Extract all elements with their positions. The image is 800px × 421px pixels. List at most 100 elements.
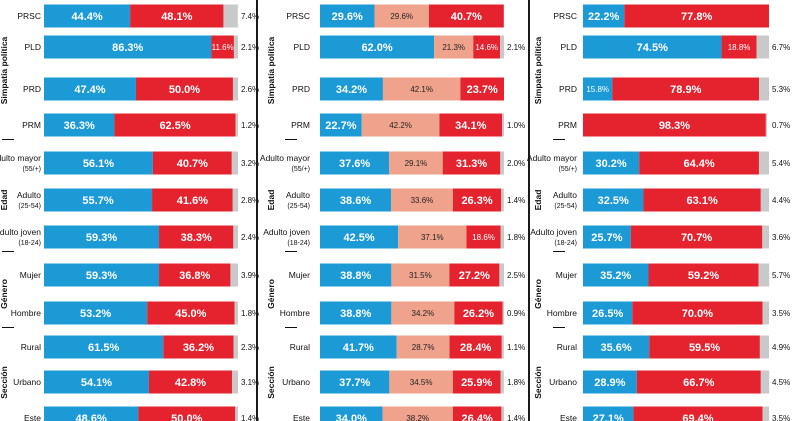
group-title: Sección xyxy=(0,366,9,399)
bar-segment xyxy=(449,263,500,287)
data-label: 3.5% xyxy=(772,414,790,421)
bar-segment xyxy=(114,113,236,137)
data-label: 1.8% xyxy=(507,378,525,387)
bar-segment xyxy=(648,263,759,287)
data-label: 1.1% xyxy=(507,343,525,352)
data-label: 59.2% xyxy=(688,270,719,282)
bar-segment xyxy=(44,225,160,249)
bar-segment xyxy=(44,188,153,212)
data-label: 50.0% xyxy=(171,413,202,421)
bar-segment xyxy=(434,35,474,59)
row-label: Adulto mayor xyxy=(527,153,577,163)
bar-segment xyxy=(320,263,392,287)
bar-segment xyxy=(138,406,236,421)
bar-segment xyxy=(762,301,769,325)
bar-segment xyxy=(130,4,224,28)
row-label: PRSC xyxy=(17,11,41,21)
row-label: Hombre xyxy=(280,308,311,318)
row-label-sub: (25-54) xyxy=(287,203,310,210)
row-label: Este xyxy=(293,413,310,421)
row-label: Adulto joven xyxy=(530,227,577,237)
data-label: 2.1% xyxy=(241,43,259,52)
bar-segment xyxy=(44,335,164,359)
data-label: 36.2% xyxy=(183,342,214,354)
bar-segment xyxy=(320,4,375,28)
bar-segment xyxy=(159,263,231,287)
bar-segment xyxy=(758,151,769,175)
bar-segment xyxy=(44,113,115,137)
data-label: 37.7% xyxy=(339,377,370,389)
bar-segment xyxy=(721,35,757,59)
bar-segment xyxy=(320,335,397,359)
bar-segment xyxy=(135,77,233,101)
data-label: 2.3% xyxy=(241,343,259,352)
data-label: 4.4% xyxy=(772,196,790,205)
data-label: 38.8% xyxy=(340,270,371,282)
data-label: 34.1% xyxy=(455,120,486,132)
row-label: Urbano xyxy=(549,377,577,387)
bar-segment xyxy=(389,370,453,394)
bar-segment xyxy=(760,370,770,394)
bar-segment xyxy=(624,4,769,28)
row-label-sub: (55/+) xyxy=(559,166,577,173)
data-label: 27.2% xyxy=(459,270,490,282)
bar-segment xyxy=(320,113,362,137)
data-label: 47.4% xyxy=(74,84,105,96)
bar-segment xyxy=(643,188,761,212)
data-label: 1.0% xyxy=(507,121,525,130)
data-label: 28.4% xyxy=(460,342,491,354)
row-label-sub: (55/+) xyxy=(292,166,310,173)
data-label: 66.7% xyxy=(683,377,714,389)
data-label: 77.8% xyxy=(681,11,712,23)
bar-segment xyxy=(449,335,502,359)
row-label: Hombre xyxy=(547,308,578,318)
bar-segment xyxy=(320,188,392,212)
data-label: 5.4% xyxy=(772,159,790,168)
data-label: 29.6% xyxy=(390,12,413,21)
bar-segment xyxy=(152,188,233,212)
data-label: 32.5% xyxy=(598,195,629,207)
bar-segment xyxy=(583,301,633,325)
row-label: Adulto mayor xyxy=(260,153,310,163)
data-label: 6.7% xyxy=(772,43,790,52)
bar-segment xyxy=(396,335,450,359)
data-label: 29.1% xyxy=(405,159,428,168)
row-label-sub: (25-54) xyxy=(554,203,577,210)
bar-segment xyxy=(320,225,399,249)
data-label: 48.6% xyxy=(76,413,107,421)
group-title: Sección xyxy=(266,366,276,399)
bar-segment xyxy=(762,406,769,421)
data-label: 26.3% xyxy=(461,195,492,207)
data-label: 56.1% xyxy=(83,158,114,170)
row-label: Rural xyxy=(290,342,310,352)
bar-segment xyxy=(501,406,504,421)
row-label-sub: (18-24) xyxy=(287,240,310,247)
group-title: Género xyxy=(266,279,276,309)
bar-segment xyxy=(44,406,139,421)
data-label: 62.5% xyxy=(159,120,190,132)
bar-segment xyxy=(454,301,503,325)
bar-segment xyxy=(44,263,160,287)
bar-segment xyxy=(233,225,238,249)
bar-segment xyxy=(639,151,759,175)
data-label: 11.6% xyxy=(212,43,234,52)
data-label: 30.2% xyxy=(595,158,626,170)
bar-segment xyxy=(211,35,234,59)
group-title: Simpatía política xyxy=(0,36,9,104)
data-label: 78.9% xyxy=(670,84,701,96)
data-label: 22.7% xyxy=(325,120,356,132)
data-label: 44.4% xyxy=(71,11,102,23)
bar-segment xyxy=(44,35,212,59)
bar-segment xyxy=(499,263,504,287)
row-label: Este xyxy=(560,413,577,421)
bar-segment xyxy=(235,406,238,421)
data-label: 1.4% xyxy=(507,414,525,421)
panel-divider-2 xyxy=(528,0,530,421)
bar-segment xyxy=(232,77,238,101)
bar-segment xyxy=(759,77,769,101)
bar-segment xyxy=(44,301,148,325)
row-label: PRM xyxy=(558,120,577,130)
row-label: PRM xyxy=(22,120,41,130)
bar-segment xyxy=(756,35,769,59)
panel-divider-1 xyxy=(256,0,258,421)
